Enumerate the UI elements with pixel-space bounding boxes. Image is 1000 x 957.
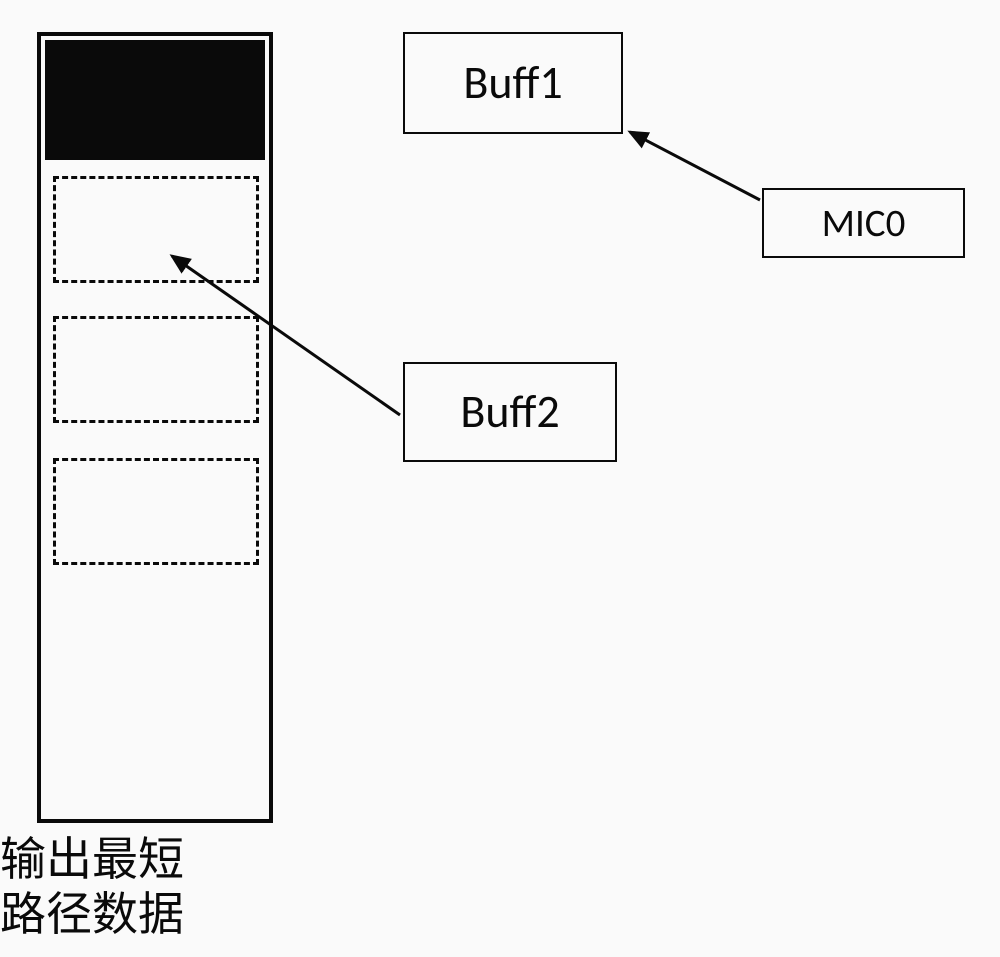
output-caption: 输出最短 路径数据 (0, 832, 184, 942)
arrow-buff2-to-slot (0, 0, 1000, 957)
caption-line2: 路径数据 (0, 887, 184, 942)
caption-line1: 输出最短 (0, 832, 184, 887)
